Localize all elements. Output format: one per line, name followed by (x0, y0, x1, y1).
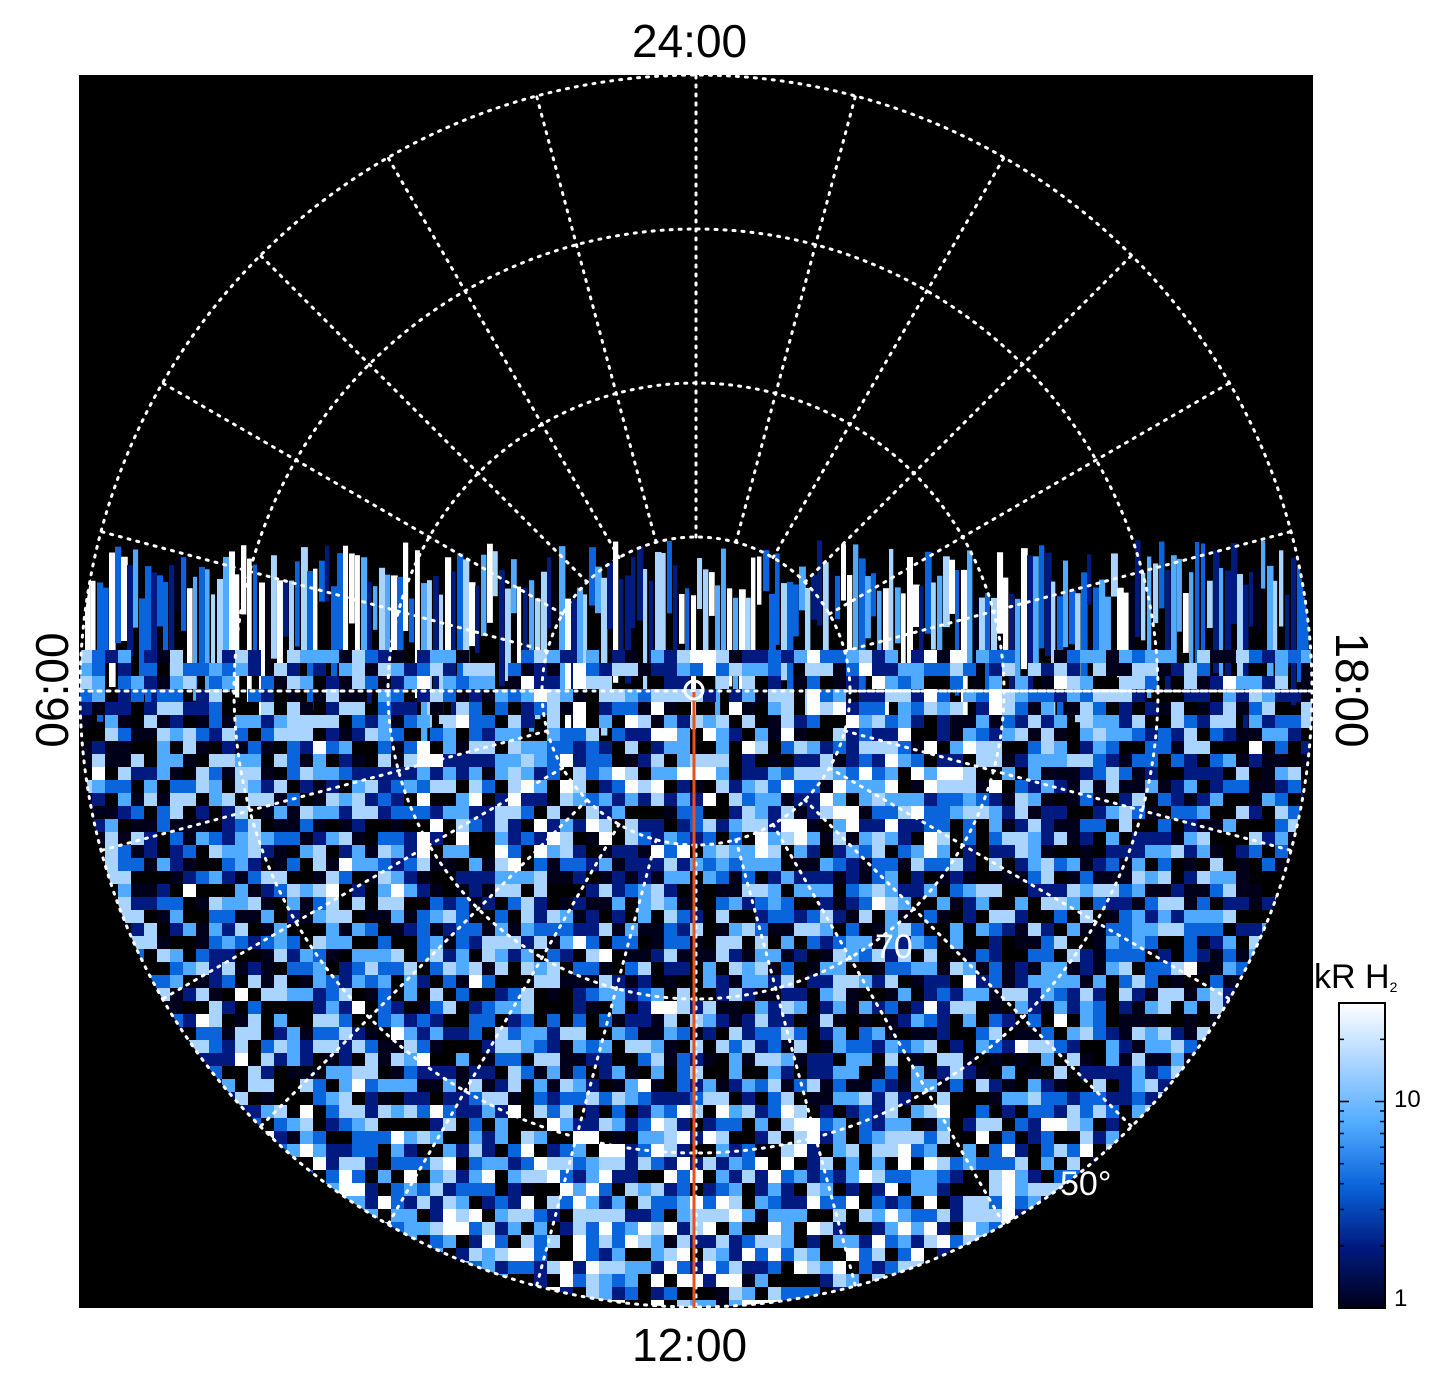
latitude-label-outer: 50° (1060, 1165, 1111, 1203)
local-time-label-bottom: 12:00 (632, 1319, 748, 1371)
colorbar (1338, 1002, 1386, 1309)
colorbar-tick-10: 10 (1394, 1086, 1421, 1113)
emission-data-layer (80, 540, 1312, 1307)
colorbar-title-subscript: 2 (1389, 979, 1398, 995)
colorbar-title-main: kR H (1314, 958, 1390, 996)
local-time-label-left: 06:00 (26, 632, 78, 748)
colorbar-tick-1: 1 (1394, 1285, 1408, 1312)
colorbar-ticks (1339, 1002, 1385, 1247)
colorbar-title: kR H2 (1314, 958, 1397, 997)
latitude-label-inner: 70 (875, 928, 913, 966)
local-time-label-top: 24:00 (632, 15, 748, 67)
coordinate-grid (78, 73, 1314, 1309)
local-time-label-right: 18:00 (1326, 632, 1378, 748)
pole-marker (683, 679, 705, 701)
